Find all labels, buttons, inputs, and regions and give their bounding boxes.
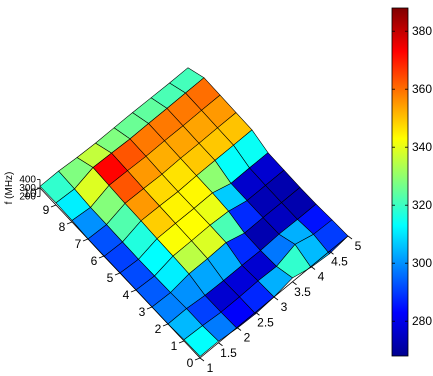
- z-tick-label: 400: [19, 175, 36, 186]
- colorbar-tick-label: 320: [412, 198, 432, 212]
- colorbar-tick-label: 280: [412, 314, 432, 328]
- x-tick: [347, 235, 353, 240]
- x-tick: [310, 266, 316, 270]
- colorbar-gradient: [391, 7, 409, 357]
- x-tick-label: 3: [281, 300, 288, 314]
- y-tick-label: 8: [59, 220, 66, 234]
- x-tick-label: 1.5: [220, 346, 237, 360]
- x-tick: [255, 311, 260, 316]
- y-tick: [114, 272, 121, 276]
- y-tick: [66, 221, 73, 225]
- y-tick-label: 10: [23, 186, 37, 200]
- y-tick-label: 2: [155, 322, 162, 336]
- y-tick-label: 7: [75, 237, 82, 251]
- y-tick-label: 0: [187, 356, 194, 370]
- y-tick: [178, 340, 185, 344]
- y-tick: [194, 357, 201, 361]
- y-tick: [130, 289, 137, 293]
- x-tick: [329, 250, 334, 255]
- x-tick: [199, 357, 205, 362]
- z-axis-label: f (MHz): [4, 172, 15, 205]
- x-tick-label: 2: [244, 331, 251, 345]
- axes: 11.522.533.544.55012345678910200300400f …: [4, 172, 362, 375]
- y-tick-label: 5: [107, 271, 114, 285]
- y-tick-label: 4: [123, 288, 130, 302]
- x-tick-label: 4.5: [331, 254, 348, 268]
- x-tick-label: 2.5: [257, 315, 274, 329]
- x-tick-label: 3.5: [294, 285, 311, 299]
- y-tick: [50, 204, 57, 208]
- y-tick-label: 9: [43, 203, 50, 217]
- x-tick-label: 4: [318, 270, 325, 284]
- x-tick-label: 1: [207, 361, 214, 375]
- x-tick-label: 5: [355, 239, 362, 253]
- y-tick-label: 6: [91, 254, 98, 268]
- y-tick-label: 3: [139, 305, 146, 319]
- x-tick: [273, 296, 279, 301]
- x-tick: [236, 327, 242, 331]
- colorbar: 280 300 320 340 360 380: [391, 7, 432, 357]
- z-tick-label: 300: [19, 183, 36, 194]
- colorbar-tick-label: 340: [412, 140, 432, 154]
- y-tick: [98, 255, 105, 259]
- y-tick-label: 1: [171, 339, 178, 353]
- x-tick: [292, 281, 297, 286]
- y-tick: [82, 238, 89, 242]
- colorbar-tick-label: 380: [412, 24, 432, 38]
- colorbar-tick-label: 360: [412, 82, 432, 96]
- x-tick: [218, 342, 223, 347]
- surface-patches: [39, 67, 349, 357]
- z-tick-label: 200: [19, 192, 36, 203]
- y-tick: [162, 323, 169, 327]
- y-tick: [146, 306, 153, 310]
- surface-patch: [183, 325, 219, 357]
- colorbar-tick-label: 300: [412, 256, 432, 270]
